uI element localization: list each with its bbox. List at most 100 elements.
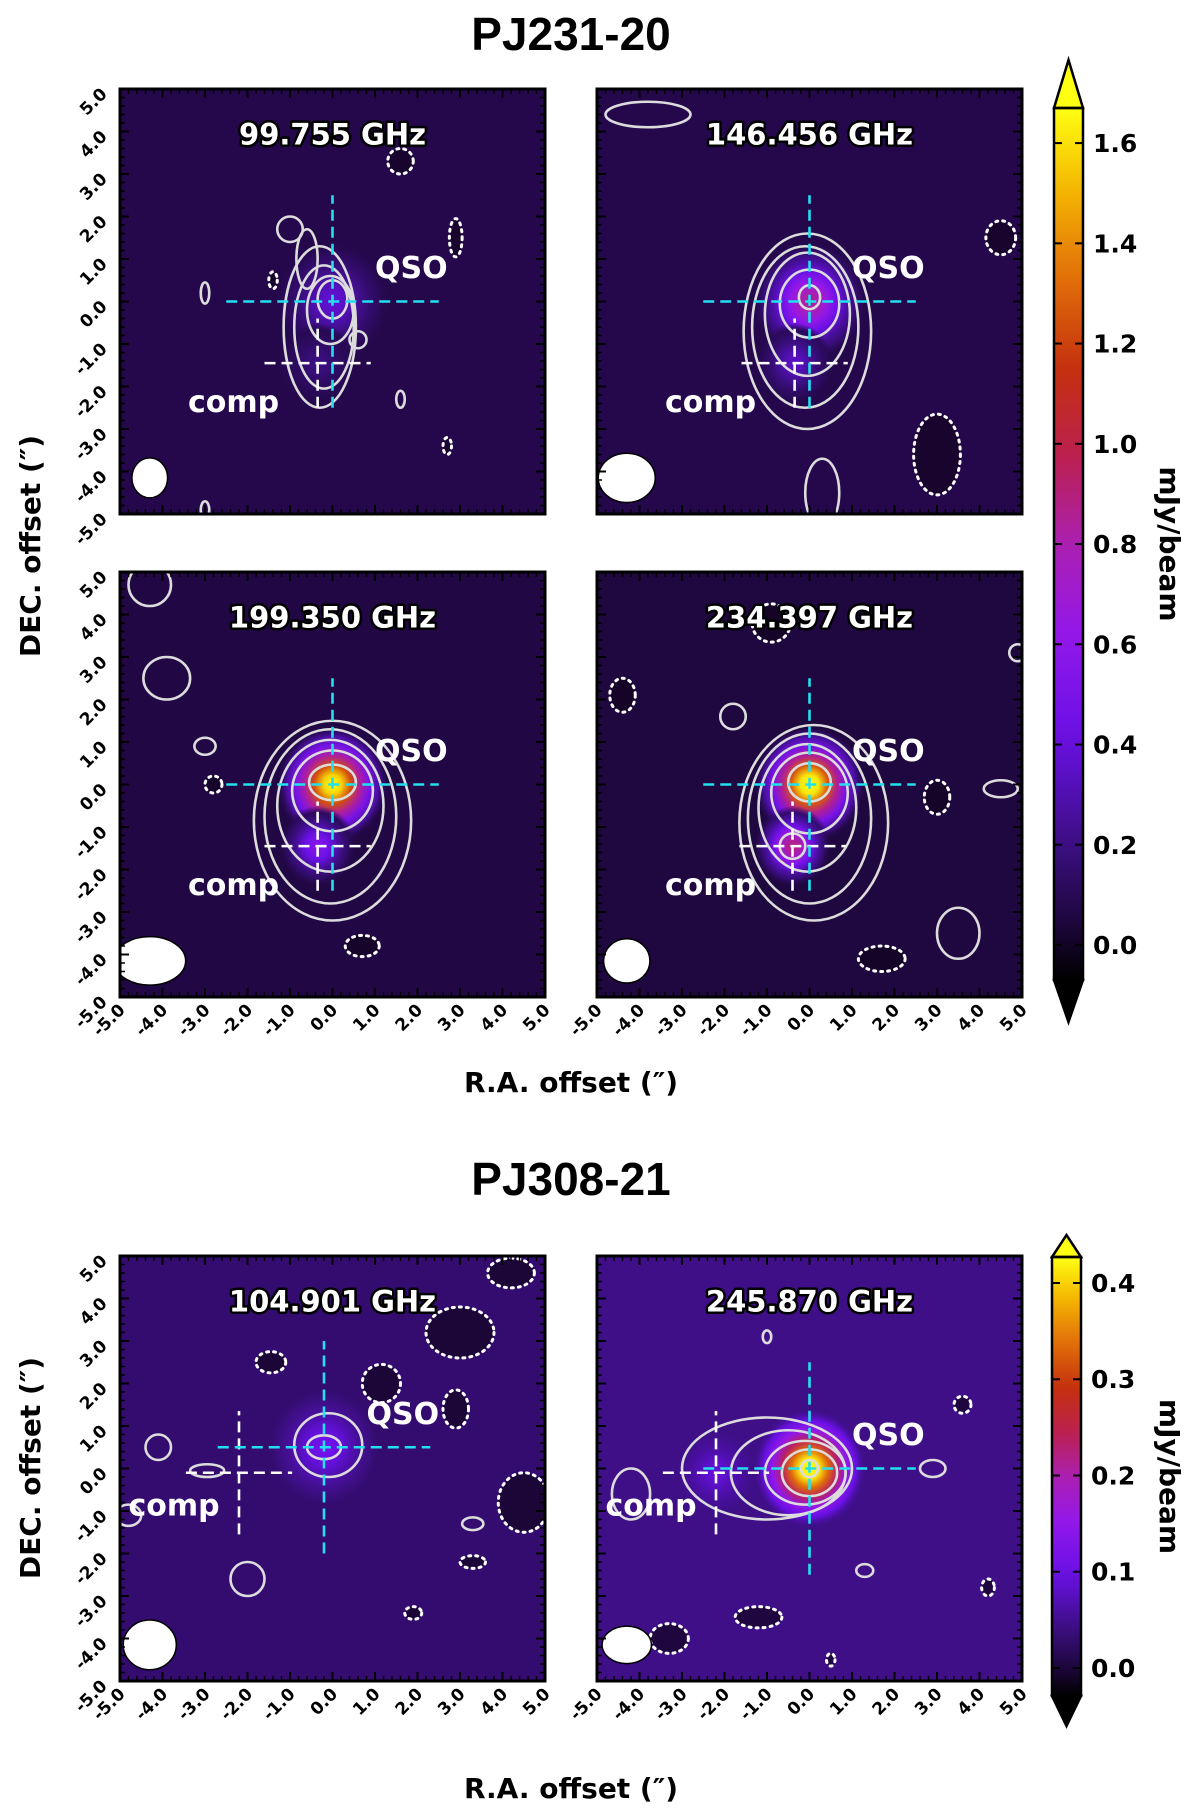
contour-line bbox=[275, 215, 305, 244]
y-tick-label: 0.0 bbox=[76, 780, 112, 816]
panel-frame bbox=[118, 87, 547, 516]
y-axis-label: DEC. offset (″) bbox=[14, 1357, 47, 1579]
x-tick-label: 5.0 bbox=[996, 1684, 1032, 1720]
contour-line bbox=[757, 742, 858, 873]
colorbar-tick-label: 0.8 bbox=[1093, 530, 1137, 559]
figure-title: PJ308-21 bbox=[471, 1153, 671, 1205]
contour-line bbox=[348, 329, 368, 350]
contour-line bbox=[935, 906, 981, 961]
x-tick-label: -2.0 bbox=[694, 1000, 735, 1041]
colorbar-tick-label: 0.1 bbox=[1091, 1558, 1135, 1587]
y-tick-label: 3.0 bbox=[76, 1336, 112, 1372]
negative-region bbox=[205, 776, 222, 793]
y-tick-label: 0.0 bbox=[76, 1464, 112, 1500]
y-tick-label: 2.0 bbox=[76, 1379, 112, 1415]
negative-contour bbox=[441, 436, 453, 456]
x-tick-label: 1.0 bbox=[826, 1000, 862, 1036]
contour-line bbox=[295, 227, 319, 291]
negative-contour bbox=[980, 1577, 996, 1598]
x-tick-label: 3.0 bbox=[434, 1000, 470, 1036]
contour-line bbox=[142, 655, 192, 701]
frequency-label: 99.755 GHz bbox=[239, 117, 426, 151]
negative-region bbox=[498, 1472, 545, 1533]
qso-label: QSO bbox=[367, 1397, 440, 1432]
x-tick-label: 5.0 bbox=[996, 1000, 1032, 1036]
x-tick-label: 3.0 bbox=[911, 1684, 947, 1720]
panel-frame bbox=[595, 1254, 1024, 1683]
x-tick-label: -2.0 bbox=[217, 1000, 258, 1041]
map-panel: 199.350 GHzQSOcomp-5.0-4.0-3.0-2.0-1.00.… bbox=[71, 567, 555, 1041]
y-tick-label: 4.0 bbox=[76, 127, 112, 163]
map-panel: 146.456 GHz QSO comp bbox=[595, 87, 1024, 516]
negative-region bbox=[981, 1579, 995, 1596]
negative-region bbox=[609, 678, 636, 713]
x-tick-label: 1.0 bbox=[349, 1000, 385, 1036]
colorbar-tick-label: 0.0 bbox=[1091, 1654, 1135, 1683]
colorbar-frame bbox=[1050, 1255, 1083, 1698]
colorbar-tick-label: 0.3 bbox=[1091, 1365, 1135, 1394]
y-tick-label: 2.0 bbox=[76, 695, 112, 731]
y-tick-label: -2.0 bbox=[71, 865, 112, 906]
beam-ellipse bbox=[120, 935, 187, 986]
x-tick-label: -1.0 bbox=[736, 1000, 777, 1041]
figure-title: PJ231-20 bbox=[471, 8, 671, 60]
x-tick-label: 4.0 bbox=[954, 1000, 990, 1036]
contour-line bbox=[275, 738, 385, 873]
frequency-label: 234.397 GHz bbox=[706, 600, 913, 634]
negative-region bbox=[443, 1389, 469, 1429]
x-tick-label: 1.0 bbox=[826, 1684, 862, 1720]
x-tick-label: -3.0 bbox=[651, 1000, 692, 1041]
colorbar-extend-max bbox=[1052, 55, 1085, 110]
x-tick-label: 1.0 bbox=[349, 1684, 385, 1720]
negative-contour bbox=[922, 778, 952, 816]
y-tick-label: 4.0 bbox=[76, 610, 112, 646]
map-panel: 245.870 GHz QSO comp -5.0 -4.0 -3.0 -2.0 -1.0 0.… bbox=[566, 1254, 1032, 1725]
x-tick-label: -4.0 bbox=[132, 1000, 173, 1041]
x-tick-label: 0.0 bbox=[307, 1000, 343, 1036]
negative-region bbox=[256, 1351, 286, 1373]
qso-label: QSO bbox=[852, 251, 925, 286]
contour-line bbox=[750, 244, 860, 410]
x-tick-label: 4.0 bbox=[477, 1000, 513, 1036]
negative-region bbox=[404, 1606, 422, 1620]
negative-region bbox=[954, 1396, 971, 1414]
x-tick-label: -5.0 bbox=[566, 1684, 607, 1725]
colorbar-tick-label: 0.0 bbox=[1093, 931, 1137, 960]
comp-label: comp bbox=[188, 385, 279, 420]
comp-label: comp bbox=[606, 1488, 697, 1523]
y-tick-label: -2.0 bbox=[71, 382, 112, 423]
comp-label: comp bbox=[129, 1488, 220, 1523]
frequency-label: 104.901 GHz bbox=[229, 1284, 436, 1318]
contour-line bbox=[918, 1458, 947, 1479]
frequency-label: 146.456 GHz bbox=[706, 117, 913, 151]
x-tick-label: -2.0 bbox=[217, 1684, 258, 1725]
x-axis-label: R.A. offset (″) bbox=[464, 1066, 678, 1099]
y-tick-label: 1.0 bbox=[76, 254, 112, 290]
colorbar-tick-label: 1.2 bbox=[1093, 330, 1137, 359]
contour-line bbox=[854, 1562, 875, 1579]
contour-line bbox=[803, 457, 841, 514]
y-tick-label: 5.0 bbox=[76, 567, 112, 603]
qso-label: QSO bbox=[852, 1418, 925, 1453]
y-tick-label: 1.0 bbox=[76, 737, 112, 773]
y-tick-label: -4.0 bbox=[71, 950, 112, 991]
colorbar-extend-min bbox=[1052, 978, 1085, 1026]
beam-ellipse bbox=[602, 938, 651, 984]
contour-line bbox=[282, 244, 358, 410]
contour-line bbox=[127, 572, 173, 608]
contour-line bbox=[604, 100, 692, 129]
y-tick-label: -1.0 bbox=[71, 339, 112, 380]
x-tick-label: -4.0 bbox=[609, 1000, 650, 1041]
negative-contour bbox=[952, 1394, 973, 1415]
contour-line bbox=[742, 232, 873, 431]
y-tick-label: 4.0 bbox=[76, 1294, 112, 1330]
colorbar-label: mJy/beam bbox=[1153, 1399, 1186, 1554]
colorbar-gradient bbox=[1052, 1257, 1081, 1696]
negative-contour bbox=[496, 1471, 545, 1534]
panel-frame bbox=[595, 87, 1024, 516]
y-tick-label: 3.0 bbox=[76, 652, 112, 688]
y-tick-label: 5.0 bbox=[76, 84, 112, 120]
negative-contour bbox=[458, 1554, 487, 1570]
negative-region bbox=[650, 1623, 689, 1654]
contour-line bbox=[1007, 642, 1022, 663]
